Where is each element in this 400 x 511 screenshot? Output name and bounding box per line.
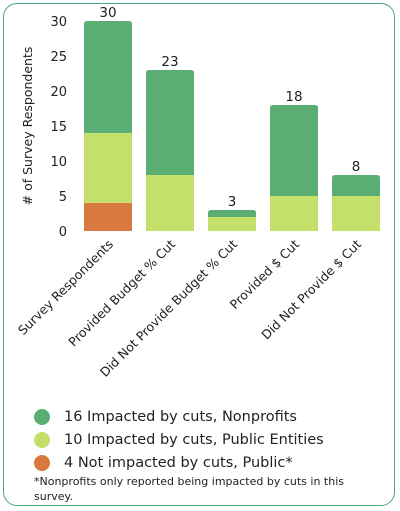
bar-total-label: 3 [228,194,237,210]
bar-segment-nonprofits [332,175,380,196]
bar-segment-public_entities [146,175,194,231]
bar-segment-nonprofits [208,210,256,217]
y-tick-label: 15 [50,120,67,135]
bar-segment-public_entities [84,133,132,203]
legend-label-public-entities: 10 Impacted by cuts, Public Entities [64,431,324,448]
bar-segment-nonprofits [84,21,132,133]
x-tick-label: Did Not Provide Budget % Cut [97,236,240,379]
legend-swatch-nonprofits [34,408,50,425]
y-tick-label: 20 [50,85,67,100]
y-tick-label: 30 [50,15,67,30]
legend-item-public: 4 Not impacted by cuts, Public* [34,451,324,474]
bar-total-label: 18 [285,89,302,105]
legend-label-public: 4 Not impacted by cuts, Public* [64,454,293,471]
y-tick-label: 25 [50,50,67,65]
y-tick-label: 0 [59,225,67,240]
legend: 16 Impacted by cuts, Nonprofits 10 Impac… [34,405,324,474]
bar-segment-nonprofits [146,70,194,175]
legend-item-nonprofits: 16 Impacted by cuts, Nonprofits [34,405,324,428]
footnote: *Nonprofits only reported being impacted… [34,475,345,503]
x-tick-label: Did Not Provide $ Cut [258,236,364,342]
bar-total-label: 23 [161,54,178,70]
legend-label-nonprofits: 16 Impacted by cuts, Nonprofits [64,408,297,425]
legend-swatch-public-entities [34,431,50,448]
bar-segment-nonprofits [270,105,318,196]
bar-segment-public_entities [332,196,380,231]
bar-segment-public_entities [270,196,318,231]
y-axis-label: # of Survey Respondents [20,47,35,206]
bar-total-label: 8 [352,159,361,175]
bar-segment-public_entities [208,217,256,231]
x-tick-label: Provided Budget % Cut [65,236,178,349]
legend-swatch-public [34,454,50,471]
legend-item-public-entities: 10 Impacted by cuts, Public Entities [34,428,324,451]
bar-segment-public [84,203,132,231]
y-tick-label: 10 [50,155,67,170]
chart-card: 0 5 10 15 20 25 30 # of Survey Respondents 30 Su… [3,3,395,506]
y-tick-label: 5 [59,190,67,205]
bar-total-label: 30 [99,5,116,21]
